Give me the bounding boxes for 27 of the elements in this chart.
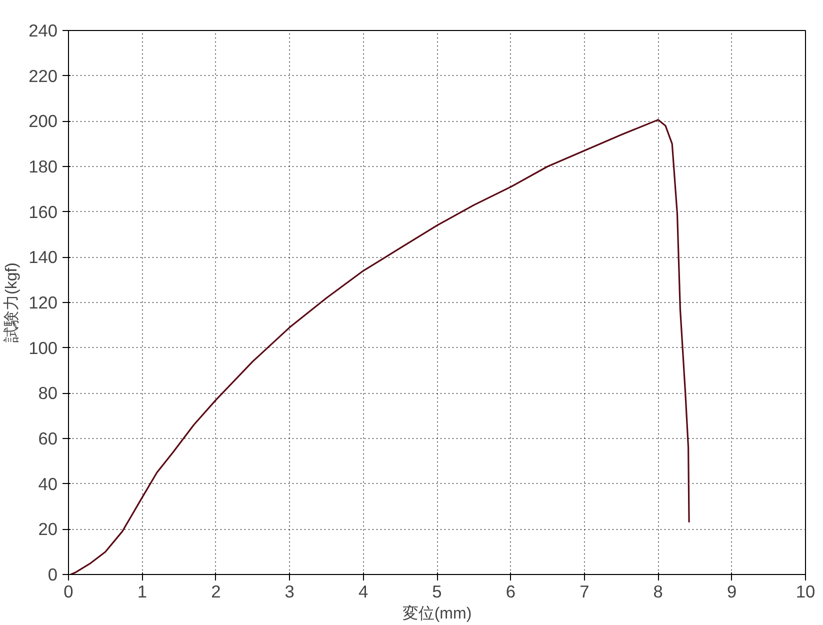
x-tick-label: 6: [506, 582, 516, 602]
y-tick-label: 60: [38, 428, 58, 448]
y-tick-label: 120: [28, 292, 58, 312]
line-series: [70, 119, 690, 574]
x-tick-label: 5: [432, 582, 442, 602]
x-tick-label: 4: [358, 582, 368, 602]
y-tick-label: 240: [28, 20, 58, 40]
y-tick-label: 220: [28, 66, 58, 86]
x-tick-label: 2: [211, 582, 221, 602]
y-tick-label: 140: [28, 247, 58, 268]
x-tick-label: 0: [64, 582, 74, 602]
x-tick-label: 8: [653, 582, 663, 602]
y-tick-label: 20: [38, 519, 58, 540]
x-tick-label: 10: [796, 582, 816, 602]
y-tick-label: 100: [28, 338, 58, 358]
y-axis-title: 試験力(kgf): [2, 262, 21, 342]
x-axis-title: 変位(mm): [402, 604, 472, 622]
y-tick-label: 0: [48, 564, 58, 584]
y-tick-label: 80: [38, 383, 58, 404]
y-tick-label: 180: [28, 156, 58, 176]
x-tick-label: 9: [726, 582, 737, 602]
x-tick-label: 1: [137, 582, 148, 602]
x-tick-label: 7: [580, 582, 590, 602]
y-tick-label: 200: [28, 111, 58, 132]
x-tick-label: 3: [284, 582, 294, 602]
y-tick-label: 40: [38, 474, 58, 494]
y-tick-label: 160: [28, 202, 58, 222]
